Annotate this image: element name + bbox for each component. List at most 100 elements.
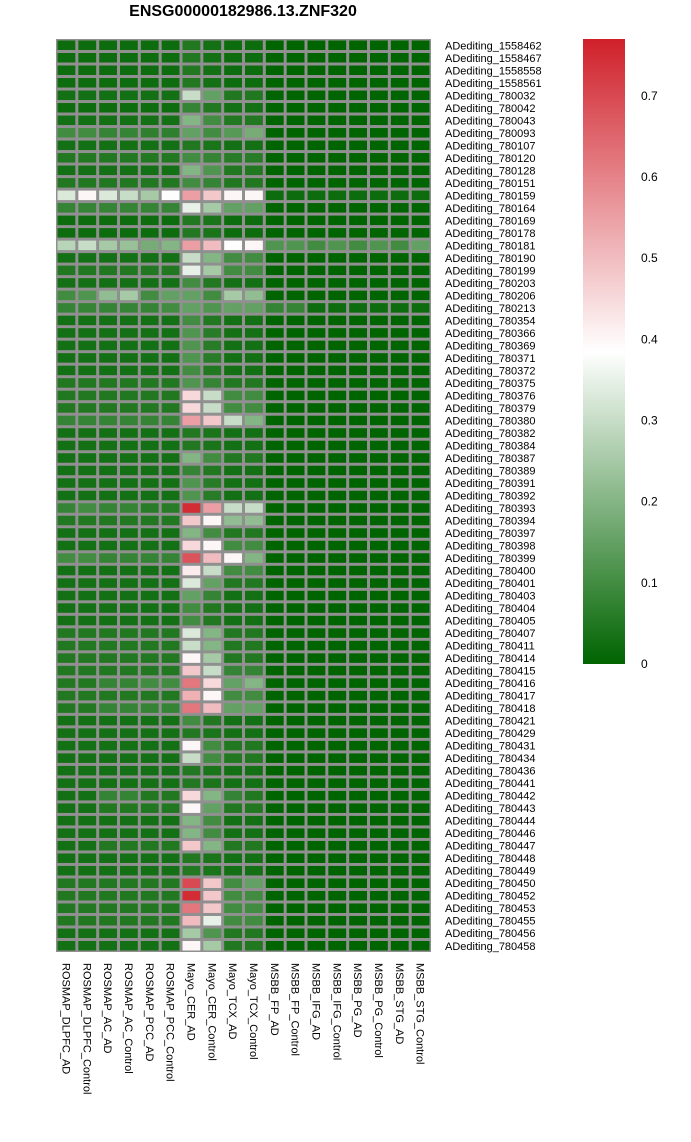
heatmap-cell <box>328 40 347 51</box>
heatmap-cell <box>265 603 284 613</box>
heatmap-cell <box>411 703 430 713</box>
heatmap-cell <box>140 928 159 938</box>
heatmap-cell <box>99 140 117 151</box>
heatmap-cell <box>390 778 409 788</box>
heatmap-cell <box>411 290 430 301</box>
heatmap-cell <box>140 128 159 138</box>
heatmap-cell <box>140 740 159 751</box>
heatmap-cell <box>182 203 201 213</box>
heatmap-cell <box>349 115 367 126</box>
column-label: ROSMAP_PCC_AD <box>143 963 155 1061</box>
heatmap-cell <box>370 590 388 601</box>
heatmap-cell <box>390 565 409 576</box>
heatmap-cell <box>57 853 76 863</box>
heatmap-cell <box>328 553 347 563</box>
heatmap-cell <box>349 503 367 513</box>
heatmap-cell <box>99 128 117 138</box>
row-label: ADediting_780206 <box>445 290 536 302</box>
heatmap-cell <box>57 903 76 913</box>
heatmap-cell <box>203 853 222 863</box>
heatmap-cell <box>120 53 138 63</box>
heatmap-cell <box>99 753 117 763</box>
row-label: ADediting_780453 <box>445 903 536 915</box>
heatmap-cell <box>370 78 388 88</box>
heatmap-cell <box>224 628 242 638</box>
heatmap-cell <box>140 90 159 101</box>
heatmap-cell <box>161 903 180 913</box>
heatmap-cell <box>78 565 97 576</box>
heatmap-cell <box>349 428 367 438</box>
heatmap-cell <box>182 253 201 263</box>
heatmap-cell <box>161 765 180 776</box>
heatmap-cell <box>349 490 367 501</box>
heatmap-cell <box>307 203 326 213</box>
heatmap-cell <box>203 115 222 126</box>
heatmap-cell <box>411 828 430 838</box>
heatmap-cell <box>328 503 347 513</box>
heatmap-cell <box>224 390 242 401</box>
heatmap-cell <box>349 665 367 676</box>
heatmap-cell <box>265 178 284 188</box>
legend-tick-label: 0.6 <box>641 170 658 184</box>
heatmap-cell <box>140 828 159 838</box>
heatmap-cell <box>245 928 263 938</box>
heatmap-cell <box>307 328 326 338</box>
heatmap-cell <box>349 928 367 938</box>
heatmap-cell <box>161 353 180 363</box>
heatmap-cell <box>120 90 138 101</box>
heatmap-cell <box>349 190 367 201</box>
heatmap-cell <box>182 528 201 538</box>
heatmap-cell <box>120 340 138 351</box>
heatmap-cell <box>120 590 138 601</box>
heatmap-cell <box>78 78 97 88</box>
heatmap-cell <box>203 253 222 263</box>
heatmap-cell <box>99 840 117 851</box>
heatmap-cell <box>307 440 326 451</box>
heatmap-cell <box>328 603 347 613</box>
heatmap-cell <box>224 278 242 288</box>
heatmap-cell <box>265 540 284 551</box>
heatmap-cell <box>328 240 347 251</box>
row-label: ADediting_780387 <box>445 453 536 465</box>
heatmap-cell <box>99 503 117 513</box>
heatmap-cell <box>390 153 409 163</box>
heatmap-cell <box>161 140 180 151</box>
heatmap-cell <box>328 615 347 626</box>
heatmap-cell <box>203 578 222 588</box>
heatmap-cell <box>349 178 367 188</box>
heatmap-cell <box>286 278 305 288</box>
heatmap-cell <box>224 403 242 413</box>
heatmap-cell <box>203 190 222 201</box>
heatmap-cell <box>411 365 430 376</box>
heatmap-cell <box>307 665 326 676</box>
heatmap-cell <box>411 790 430 801</box>
heatmap-cell <box>78 103 97 113</box>
heatmap-cell <box>120 290 138 301</box>
heatmap-cell <box>203 328 222 338</box>
heatmap-cell <box>120 715 138 726</box>
heatmap-cell <box>411 690 430 701</box>
heatmap-cell <box>120 553 138 563</box>
heatmap-cell <box>182 103 201 113</box>
heatmap-cell <box>99 478 117 488</box>
heatmap-cell <box>140 603 159 613</box>
heatmap-cell <box>349 603 367 613</box>
heatmap-cell <box>307 915 326 926</box>
heatmap-cell <box>265 240 284 251</box>
heatmap-cell <box>286 853 305 863</box>
heatmap-cell <box>328 215 347 226</box>
heatmap-cell <box>99 65 117 76</box>
heatmap-cell <box>182 715 201 726</box>
chart-title: ENSG00000182986.13.ZNF320 <box>129 3 357 20</box>
heatmap-cell <box>245 240 263 251</box>
heatmap-cell <box>57 178 76 188</box>
heatmap-cell <box>390 490 409 501</box>
heatmap-cell <box>265 803 284 813</box>
heatmap-cell <box>370 703 388 713</box>
heatmap-cell <box>78 890 97 901</box>
heatmap-cell <box>224 140 242 151</box>
heatmap-cell <box>78 778 97 788</box>
heatmap-cell <box>411 153 430 163</box>
heatmap-cell <box>57 453 76 463</box>
heatmap-cell <box>370 115 388 126</box>
